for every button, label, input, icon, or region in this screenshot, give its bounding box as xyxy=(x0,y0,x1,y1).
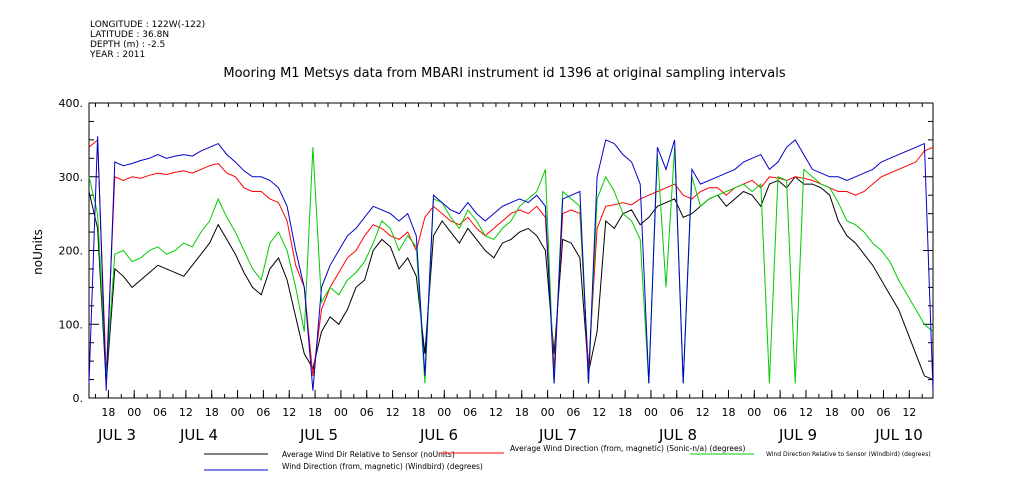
x-tick-label: 06 xyxy=(463,406,477,419)
x-tick-label: 18 xyxy=(308,406,322,419)
y-tick-label: 400. xyxy=(59,97,84,110)
x-tick-label: 12 xyxy=(592,406,606,419)
day-label: JUL 9 xyxy=(778,426,817,444)
legend-label: Wind Direction Relative to Sensor (Windb… xyxy=(766,451,931,458)
x-tick-label: 06 xyxy=(773,406,787,419)
x-tick-label: 12 xyxy=(489,406,503,419)
series-line-2 xyxy=(88,138,934,376)
x-tick-label: 00 xyxy=(334,406,348,419)
x-tick-label: 12 xyxy=(282,406,296,419)
year-text: YEAR : 2011 xyxy=(90,50,146,60)
x-tick-label: 18 xyxy=(205,406,219,419)
x-tick-label: 06 xyxy=(256,406,270,419)
day-label: JUL 5 xyxy=(299,426,338,444)
x-tick-label: 06 xyxy=(566,406,580,419)
y-tick-labels: 0. 100. 200. 300. 400. xyxy=(59,97,84,405)
day-labels: JUL 3 JUL 4 JUL 5 JUL 6 JUL 7 JUL 8 JUL 9 JUL 1… xyxy=(97,426,923,444)
y-axis-label: noUnits xyxy=(31,229,45,275)
series-line-4 xyxy=(88,136,934,391)
day-label: JUL 7 xyxy=(538,426,577,444)
day-label: JUL 3 xyxy=(97,426,136,444)
x-tick-label: 00 xyxy=(851,406,865,419)
y-tick-label: 300. xyxy=(59,171,84,184)
metadata-block: LONGITUDE : 122W(-122) LATITUDE : 36.8N … xyxy=(90,20,205,60)
y-tick-label: 200. xyxy=(59,245,84,258)
x-tick-label: 18 xyxy=(618,406,632,419)
longitude-text: LONGITUDE : 122W(-122) xyxy=(90,20,206,30)
y-tick-label: 0. xyxy=(73,392,84,405)
x-tick-label: 18 xyxy=(721,406,735,419)
legend-label: Average Wind Direction (from, magnetic) … xyxy=(510,444,746,453)
depth-text: DEPTH (m) : -2.5 xyxy=(90,40,166,50)
x-tick-label: 12 xyxy=(179,406,193,419)
x-tick-label: 00 xyxy=(541,406,555,419)
x-tick-label: 18 xyxy=(515,406,529,419)
x-tick-label: 06 xyxy=(876,406,890,419)
x-tick-label: 12 xyxy=(799,406,813,419)
series-group xyxy=(88,136,934,391)
chart-axes xyxy=(88,102,934,399)
day-label: JUL 4 xyxy=(179,426,218,444)
chart-title: Mooring M1 Metsys data from MBARI instru… xyxy=(223,66,786,81)
x-tick-label: 06 xyxy=(153,406,167,419)
x-tick-label: 00 xyxy=(127,406,141,419)
x-tick-label: 00 xyxy=(747,406,761,419)
x-tick-label: 18 xyxy=(101,406,115,419)
x-tick-label: 06 xyxy=(670,406,684,419)
legend-label: Average Wind Dir Relative to Sensor (noU… xyxy=(282,450,455,459)
day-label: JUL 8 xyxy=(658,426,697,444)
x-tick-label: 18 xyxy=(411,406,425,419)
series-line-3 xyxy=(88,147,934,384)
series-line-1 xyxy=(88,176,934,384)
x-tick-label: 00 xyxy=(644,406,658,419)
latitude-text: LATITUDE : 36.8N xyxy=(90,30,170,40)
x-tick-label: 00 xyxy=(231,406,245,419)
x-tick-label: 00 xyxy=(437,406,451,419)
day-label: JUL 6 xyxy=(419,426,458,444)
plot-frame xyxy=(88,102,934,399)
x-tick-label: 18 xyxy=(825,406,839,419)
y-tick-label: 100. xyxy=(59,318,84,331)
legend-label: Wind Direction (from, magnetic) (Windbir… xyxy=(282,462,483,471)
x-tick-label: 12 xyxy=(902,406,916,419)
legend: Average Wind Dir Relative to Sensor (noU… xyxy=(204,444,931,471)
x-tick-labels: 18 00 06 12 18 00 06 12 18 00 06 12 18 00 06 12 18 00 06 12… xyxy=(101,406,916,419)
x-tick-label: 12 xyxy=(386,406,400,419)
x-tick-label: 12 xyxy=(696,406,710,419)
x-tick-label: 06 xyxy=(360,406,374,419)
day-label: JUL 10 xyxy=(874,426,923,444)
